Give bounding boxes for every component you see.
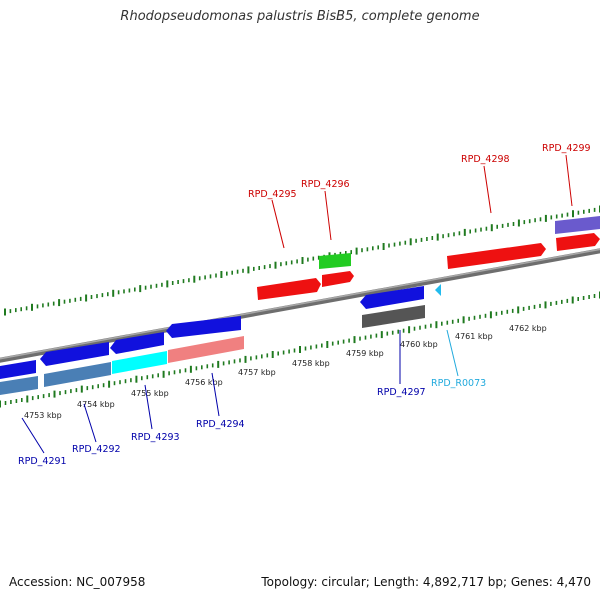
forward-strand-genes [257, 233, 600, 300]
gene-label-RPD_4294[interactable]: RPD_4294 [196, 419, 245, 430]
gene-label-RPD_R0073[interactable]: RPD_R0073 [431, 378, 486, 389]
genome-summary-text: Topology: circular; Length: 4,892,717 bp… [261, 575, 591, 589]
kbp-labels: 4753 kbp 4754 kbp 4755 kbp 4756 kbp 4757… [24, 324, 547, 420]
ticks-inner [0, 291, 600, 408]
kbp-label: 4754 kbp [77, 400, 115, 409]
gene-RPD_4298[interactable] [447, 243, 546, 269]
gene-label-RPD_4291[interactable]: RPD_4291 [18, 456, 67, 467]
kbp-label: 4762 kbp [509, 324, 547, 333]
ticks-outer [4, 205, 600, 316]
kbp-label: 4758 kbp [292, 359, 330, 368]
leader-line-4296 [324, 190, 332, 241]
gene-RPD_4299[interactable] [556, 233, 600, 251]
analysis-block-4297[interactable] [362, 305, 425, 328]
gene-label-RPD_4293[interactable]: RPD_4293 [131, 432, 180, 443]
analysis-track [0, 216, 600, 395]
leader-line-4293 [144, 384, 153, 430]
gene-RPD_4293[interactable] [110, 332, 164, 354]
gene-RPD_4291[interactable] [0, 360, 36, 379]
gene-labels: RPD_4295 RPD_4296 RPD_4298 RPD_4299 RPD_… [18, 143, 591, 467]
gene-RPD_4292[interactable] [40, 342, 109, 366]
gene-label-RPD_4296[interactable]: RPD_4296 [301, 179, 350, 190]
leader-line-4295 [271, 199, 285, 249]
analysis-block-4296[interactable] [319, 253, 351, 269]
kbp-label: 4759 kbp [346, 349, 384, 358]
gene-label-RPD_4295[interactable]: RPD_4295 [248, 189, 297, 200]
leader-line-4294 [211, 372, 220, 417]
gene-label-RPD_4299[interactable]: RPD_4299 [542, 143, 591, 154]
analysis-block-4292[interactable] [44, 362, 111, 387]
kbp-label: 4753 kbp [24, 411, 62, 420]
kbp-label: 4761 kbp [455, 332, 493, 341]
genome-backbone-highlight [0, 248, 600, 360]
gene-RPD_R0073[interactable] [435, 284, 441, 296]
kbp-label: 4756 kbp [185, 378, 223, 387]
analysis-block-4294[interactable] [168, 336, 244, 363]
leader-line-R0073 [446, 329, 459, 377]
leader-line-4298 [483, 165, 492, 214]
accession-text: Accession: NC_007958 [9, 575, 146, 589]
kbp-label: 4755 kbp [131, 389, 169, 398]
analysis-block-4293[interactable] [112, 351, 167, 374]
leader-line-4292 [83, 403, 97, 443]
gene-RPD_4295[interactable] [257, 278, 321, 300]
gene-RPD_4297[interactable] [360, 286, 424, 309]
analysis-block-4299[interactable] [555, 216, 600, 234]
genome-backbone [0, 248, 600, 363]
leader-line-4299 [565, 154, 573, 207]
gene-RPD_4296[interactable] [322, 271, 354, 287]
gene-label-RPD_4292[interactable]: RPD_4292 [72, 444, 121, 455]
gene-label-RPD_4297[interactable]: RPD_4297 [377, 387, 426, 398]
leader-lines [21, 154, 573, 454]
leader-line-4291 [21, 417, 45, 454]
gene-RPD_4294[interactable] [166, 316, 241, 338]
reverse-strand-genes [0, 284, 441, 379]
kbp-label: 4757 kbp [238, 368, 276, 377]
gene-label-RPD_4298[interactable]: RPD_4298 [461, 154, 510, 165]
kbp-label: 4760 kbp [400, 340, 438, 349]
map-title: Rhodopseudomonas palustris BisB5, comple… [120, 9, 480, 24]
analysis-block-4291[interactable] [0, 376, 38, 395]
